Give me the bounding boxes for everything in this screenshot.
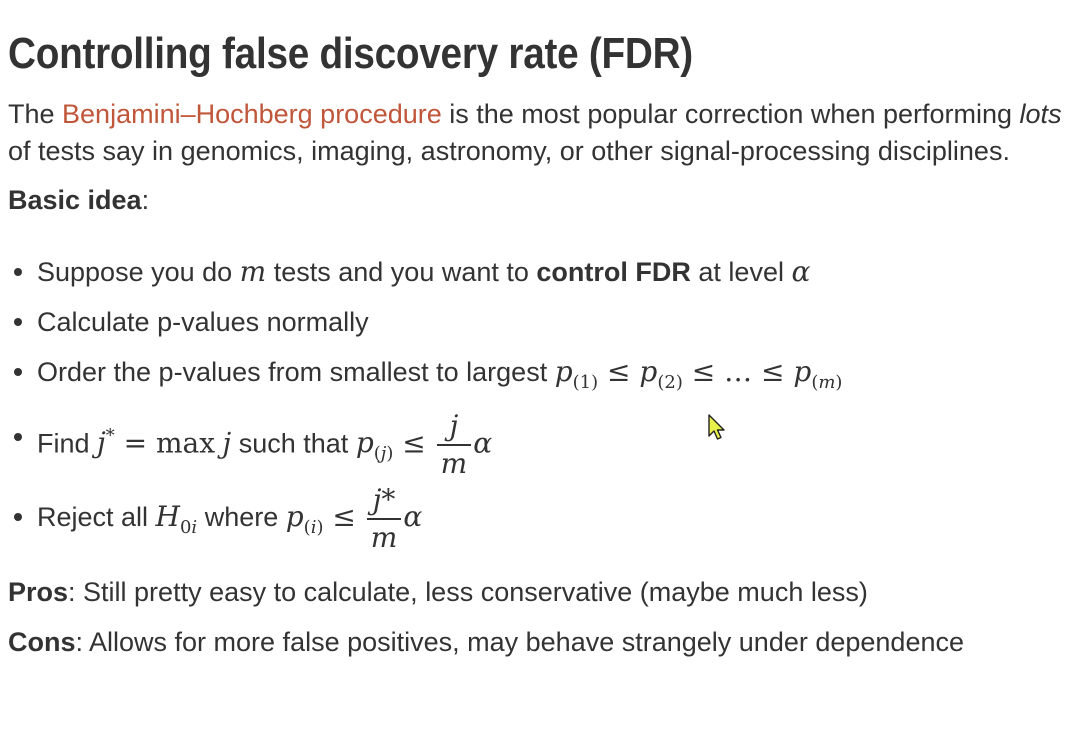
- benjamini-hochberg-link[interactable]: Benjamini–Hochberg procedure: [62, 99, 442, 129]
- bullet-dot: [14, 268, 22, 276]
- procedure-steps-list: Suppose you do m tests and you want to c…: [8, 247, 1088, 557]
- math-alpha: α: [791, 255, 811, 288]
- step-text: such that: [231, 428, 356, 459]
- step-text: where: [197, 502, 286, 532]
- math-p2: p(2): [639, 355, 682, 393]
- bullet-dot: [14, 368, 22, 376]
- math-pi: p(i): [285, 500, 324, 538]
- math-zero: 0: [179, 517, 192, 538]
- math-m: m: [239, 255, 267, 288]
- basic-idea-heading: Basic idea:: [8, 182, 1088, 219]
- list-item: Reject all H0i where p(i) ≤ j* m α: [8, 477, 1088, 557]
- math-paren: ): [316, 517, 324, 538]
- math-leq-ellipsis: ≤ … ≤: [682, 355, 794, 388]
- math-max: max: [155, 426, 216, 460]
- math-H0i: H0i: [155, 500, 198, 538]
- step-bold-text: control FDR: [536, 257, 691, 287]
- math-i: i: [310, 517, 317, 538]
- list-item: Calculate p-values normally: [8, 297, 1088, 347]
- step-text: Reject all: [37, 502, 156, 532]
- math-H: H: [155, 500, 180, 533]
- intro-text-after: is the most popular correction when perf…: [441, 99, 1020, 129]
- math-leq: ≤: [393, 426, 435, 460]
- step-text: tests and you want to: [266, 257, 537, 287]
- math-subscript: (2): [657, 372, 683, 393]
- math-paren: (: [303, 517, 311, 538]
- math-equals: =: [114, 426, 156, 460]
- bullet-dot: [14, 318, 22, 326]
- math-pm: p(m): [793, 355, 842, 393]
- math-leq: ≤: [323, 500, 365, 533]
- list-item: Suppose you do m tests and you want to c…: [8, 247, 1088, 297]
- slide-title: Controlling false discovery rate (FDR): [8, 29, 693, 78]
- cons-text: : Allows for more false positives, may b…: [75, 627, 965, 657]
- math-p: p: [285, 500, 304, 533]
- step-text: Find: [37, 428, 98, 459]
- fraction-bar: [436, 444, 472, 446]
- math-subscript: (m): [811, 372, 842, 393]
- pros-label: Pros: [8, 577, 69, 607]
- fraction-bar: [366, 518, 402, 520]
- math-paren: ): [835, 372, 843, 393]
- step-text: Suppose you do: [37, 257, 240, 287]
- slide: Controlling false discovery rate (FDR) T…: [8, 24, 1088, 667]
- mouse-pointer-icon: [708, 414, 725, 440]
- math-j: j: [222, 426, 232, 460]
- list-item: Order the p-values from smallest to larg…: [8, 347, 1088, 397]
- math-p: p: [554, 355, 573, 388]
- step-text: Order the p-values from smallest to larg…: [37, 357, 555, 387]
- step-text: at level: [690, 257, 792, 287]
- intro-paragraph: The Benjamini–Hochberg procedure is the …: [8, 96, 1088, 170]
- math-alpha: α: [403, 500, 423, 533]
- math-leq: ≤: [598, 355, 640, 388]
- math-jstar: j*: [97, 426, 115, 459]
- pros-line: Pros: Still pretty easy to calculate, le…: [8, 567, 1088, 667]
- math-p: p: [355, 426, 374, 460]
- intro-emphasis: lots: [1019, 99, 1062, 129]
- basic-idea-colon: :: [141, 185, 150, 215]
- math-p: p: [793, 355, 812, 388]
- math-p: p: [639, 355, 658, 388]
- math-paren: ): [386, 443, 394, 465]
- bullet-dot: [14, 513, 22, 521]
- fraction-denominator: m: [370, 520, 398, 554]
- math-alpha: α: [473, 426, 493, 460]
- math-star: *: [105, 426, 115, 447]
- intro-text-before: The: [8, 99, 63, 129]
- math-pj: p(j): [355, 426, 394, 464]
- math-subscript: (j): [374, 443, 394, 464]
- math-paren: (: [811, 372, 819, 393]
- math-p1: p(1): [554, 355, 598, 393]
- bullet-dot: [14, 433, 22, 441]
- step-text: Calculate p-values normally: [37, 307, 369, 337]
- fraction-numerator: j: [449, 409, 459, 443]
- math-fraction: j* m: [366, 482, 402, 556]
- math-subscript: 0i: [180, 517, 197, 538]
- math-j: j: [97, 426, 106, 460]
- math-paren: (: [373, 443, 381, 465]
- math-j: j: [380, 443, 387, 465]
- fraction-numerator: j*: [372, 483, 396, 517]
- cons-label: Cons: [8, 627, 76, 657]
- fraction-denominator: m: [440, 446, 468, 480]
- math-subscript: (1): [572, 372, 599, 393]
- math-m: m: [818, 372, 836, 393]
- basic-idea-label: Basic idea: [8, 185, 142, 215]
- pros-text: : Still pretty easy to calculate, less c…: [68, 577, 868, 607]
- math-subscript: (i): [304, 517, 324, 538]
- math-i: i: [191, 517, 198, 538]
- intro-text-rest: of tests say in genomics, imaging, astro…: [8, 136, 1010, 166]
